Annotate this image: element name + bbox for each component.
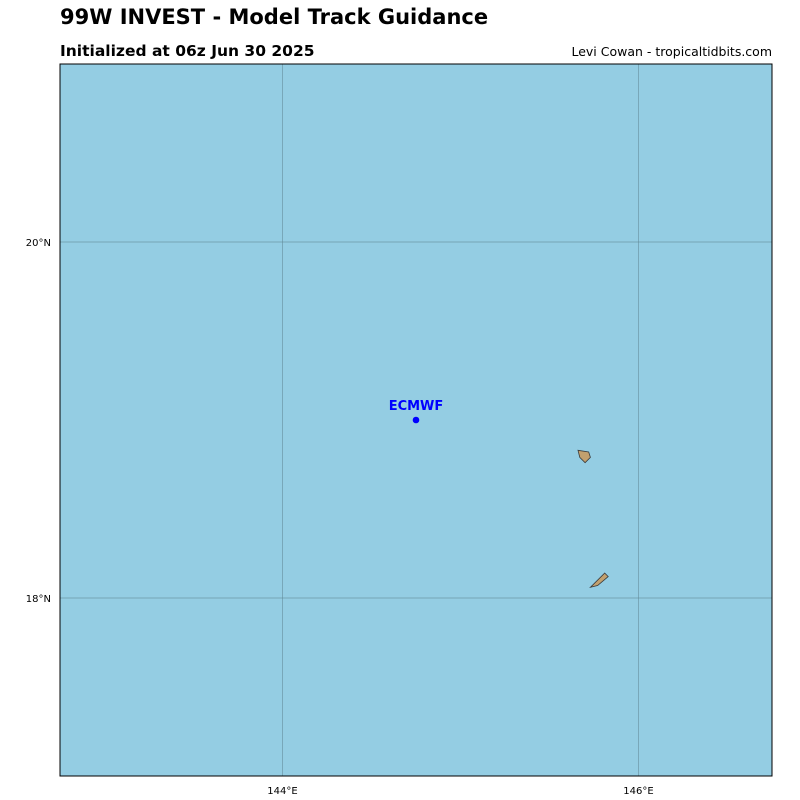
island-anatahan xyxy=(577,449,591,464)
init-time-subtitle: Initialized at 06z Jun 30 2025 xyxy=(60,42,315,60)
map-frame xyxy=(59,63,773,777)
island-sarigan xyxy=(589,572,609,589)
map-title: 99W INVEST - Model Track Guidance xyxy=(60,5,489,29)
lon-tick-label-144: 144°E xyxy=(267,786,297,797)
lon-tick-label-146: 146°E xyxy=(623,786,653,797)
author-credit: Levi Cowan - tropicaltidbits.com xyxy=(571,44,772,59)
lat-tick-label-20: 20°N xyxy=(26,238,51,249)
ecmwf-track-point-0 xyxy=(412,416,420,424)
ecmwf-model-label: ECMWF xyxy=(389,399,444,414)
lat-tick-label-18: 18°N xyxy=(26,594,51,605)
